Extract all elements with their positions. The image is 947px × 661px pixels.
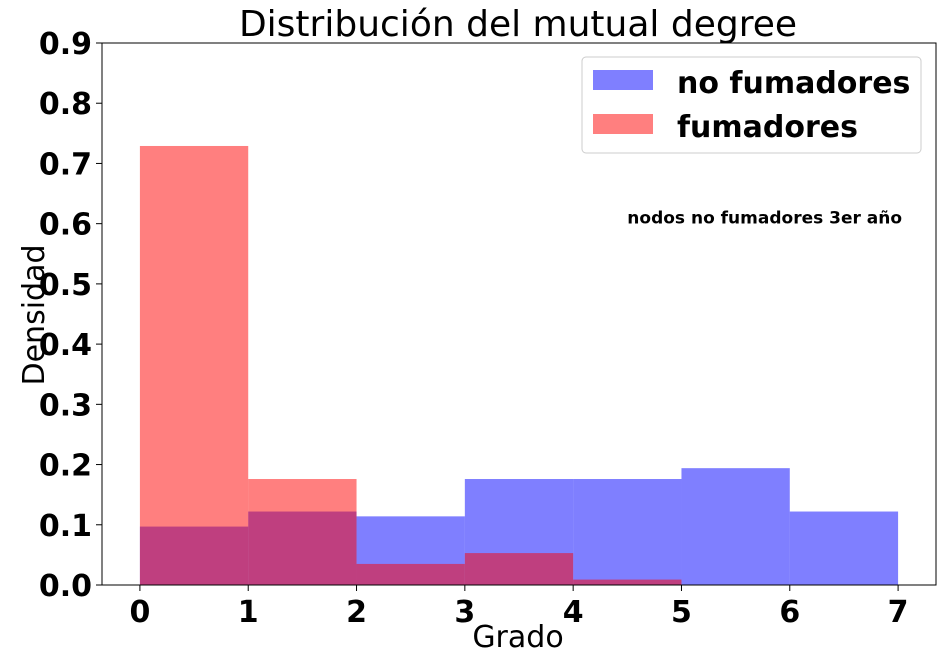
legend-swatch-fumadores bbox=[593, 114, 653, 134]
x-tick-label: 1 bbox=[238, 595, 259, 630]
x-tick-label: 0 bbox=[129, 595, 150, 630]
bar-fumadores-0 bbox=[139, 145, 249, 586]
x-tick-label: 3 bbox=[454, 595, 475, 630]
x-tick-label: 6 bbox=[779, 595, 800, 630]
y-tick-label: 0.1 bbox=[39, 509, 92, 544]
x-axis-ticks: 0 1 2 3 4 5 6 7 bbox=[129, 585, 909, 630]
legend: no fumadores fumadores bbox=[581, 56, 922, 154]
y-tick-label: 0.3 bbox=[39, 388, 92, 423]
bar-fumadores-3 bbox=[464, 553, 574, 585]
y-tick-label: 0.2 bbox=[39, 449, 92, 484]
bar-fumadores-2 bbox=[356, 563, 465, 585]
bar-no-fumadores-6 bbox=[789, 511, 899, 585]
y-tick-label: 0.9 bbox=[39, 27, 92, 62]
legend-frame bbox=[581, 56, 922, 154]
legend-label-no-fumadores: no fumadores bbox=[677, 66, 910, 101]
y-tick-label: 0.6 bbox=[39, 208, 92, 243]
chart-annotation: nodos no fumadores 3er año bbox=[627, 209, 902, 229]
bars-layer bbox=[139, 145, 899, 586]
bar-no-fumadores-4 bbox=[573, 479, 682, 585]
y-axis-ticks: 0.0 0.1 0.2 0.3 0.4 0.5 0.6 0.7 0.8 0.9 bbox=[39, 27, 102, 604]
x-tick-label: 2 bbox=[346, 595, 367, 630]
x-tick-label: 4 bbox=[563, 595, 584, 630]
y-tick-label: 0.5 bbox=[39, 268, 92, 303]
x-tick-label: 5 bbox=[671, 595, 692, 630]
x-tick-label: 7 bbox=[888, 595, 909, 630]
y-tick-label: 0.0 bbox=[39, 569, 92, 604]
legend-swatch-no-fumadores bbox=[593, 70, 653, 90]
plot-frame bbox=[101, 42, 937, 586]
y-tick-label: 0.4 bbox=[39, 328, 92, 363]
chart-title: Distribución del mutual degree bbox=[239, 4, 797, 45]
y-tick-label: 0.8 bbox=[39, 87, 92, 122]
legend-label-fumadores: fumadores bbox=[677, 110, 858, 145]
x-axis-label: Grado bbox=[472, 620, 563, 655]
bar-fumadores-1 bbox=[248, 479, 357, 585]
y-tick-label: 0.7 bbox=[39, 147, 92, 182]
bar-fumadores-4 bbox=[573, 579, 682, 585]
bar-no-fumadores-5 bbox=[681, 468, 790, 585]
y-axis-label: Densidad bbox=[17, 244, 52, 385]
